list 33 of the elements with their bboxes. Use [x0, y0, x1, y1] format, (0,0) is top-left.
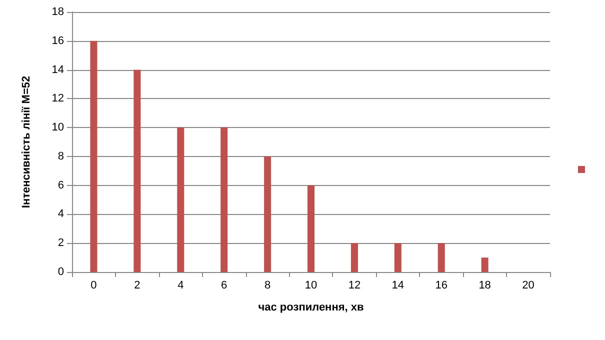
y-tick-label: 16 — [52, 34, 64, 47]
y-tick-label: 12 — [52, 92, 64, 105]
x-tick-label: 18 — [478, 280, 491, 292]
x-tick-label: 8 — [264, 280, 271, 292]
x-axis-title: час розпилення, хв — [258, 302, 364, 314]
bar — [264, 156, 272, 272]
y-axis-title: Інтенсивність лінії M=52 — [20, 76, 32, 208]
x-tick-label: 4 — [178, 280, 184, 292]
bar — [394, 243, 402, 272]
x-tick-label: 20 — [522, 280, 534, 292]
y-tick-label: 8 — [58, 150, 64, 162]
bar — [177, 128, 184, 272]
bar — [220, 128, 228, 272]
y-tick-label: 2 — [58, 237, 64, 250]
y-tick-label: 4 — [58, 208, 64, 220]
bar — [481, 258, 488, 272]
x-tick-label: 10 — [304, 280, 318, 292]
y-tick-label: 10 — [52, 122, 64, 134]
y-tick-label: 14 — [52, 64, 64, 76]
y-tick-label: 0 — [58, 266, 64, 278]
x-tick-label: 14 — [392, 280, 404, 292]
bar — [134, 70, 141, 272]
bar — [438, 243, 445, 272]
x-tick-label: 6 — [221, 280, 228, 292]
x-tick-label: 12 — [348, 280, 361, 292]
x-tick-label: 0 — [90, 280, 97, 292]
x-tick-label: 2 — [134, 280, 140, 292]
y-tick-label: 18 — [52, 6, 64, 18]
bar — [90, 40, 98, 272]
y-tick-label: 6 — [58, 179, 64, 192]
bar — [350, 243, 358, 272]
bar — [308, 185, 314, 272]
x-tick-label: 16 — [435, 280, 448, 292]
